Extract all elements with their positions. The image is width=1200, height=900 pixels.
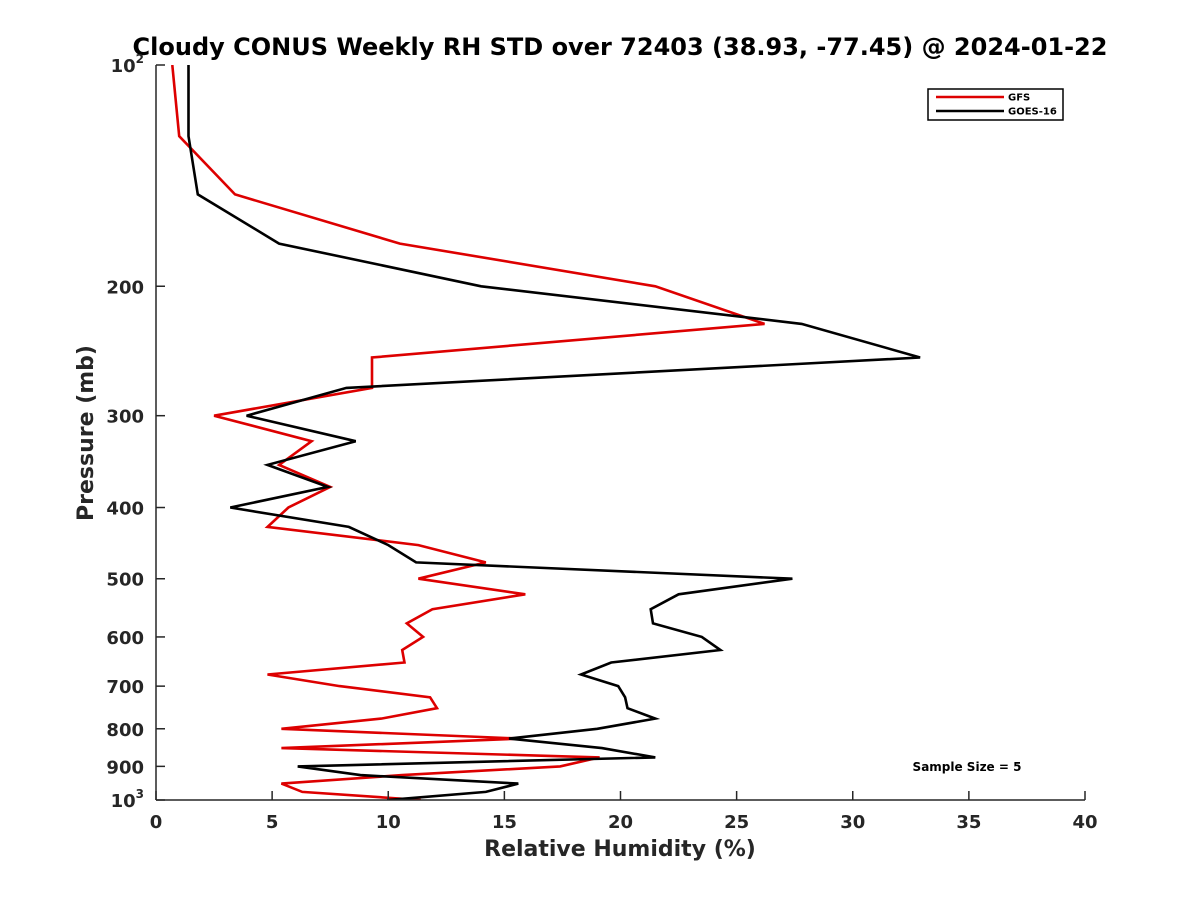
x-tick-label: 5 xyxy=(266,812,279,833)
y-tick-label: 103 xyxy=(111,787,144,812)
y-tick-label: 800 xyxy=(106,720,144,741)
x-tick-label: 40 xyxy=(1072,812,1097,833)
y-tick-label: 200 xyxy=(106,277,144,298)
y-tick-label: 700 xyxy=(106,677,144,698)
legend-label-gfs: GFS xyxy=(1008,93,1030,104)
series-line-gfs xyxy=(171,65,765,800)
y-tick-label: 102 xyxy=(111,52,144,77)
legend: GFS GOES-16 xyxy=(927,88,1064,121)
x-tick-label: 0 xyxy=(150,812,163,833)
legend-label-goes16: GOES-16 xyxy=(1008,107,1057,118)
x-tick-label: 25 xyxy=(724,812,749,833)
x-tick-label: 10 xyxy=(376,812,401,833)
y-axis-ticks: 102 200 300 400 500 600 700 800 900 103 xyxy=(106,52,165,812)
x-axis-ticks: 0 5 10 15 20 25 30 35 40 xyxy=(150,791,1098,833)
plot-area xyxy=(171,65,921,800)
x-tick-label: 30 xyxy=(840,812,865,833)
series-line-goes16 xyxy=(187,65,921,800)
x-tick-label: 20 xyxy=(608,812,633,833)
y-axis-label: Pressure (mb) xyxy=(74,345,99,521)
x-axis-label: Relative Humidity (%) xyxy=(484,837,756,862)
y-tick-label: 600 xyxy=(106,628,144,649)
y-tick-label: 500 xyxy=(106,570,144,591)
legend-box xyxy=(927,88,1064,121)
y-tick-label: 300 xyxy=(106,407,144,428)
x-tick-label: 15 xyxy=(492,812,517,833)
y-tick-label: 400 xyxy=(106,499,144,520)
x-tick-label: 35 xyxy=(956,812,981,833)
y-tick-label: 900 xyxy=(106,757,144,778)
sample-size-annotation: Sample Size = 5 xyxy=(913,760,1022,774)
chart-title: Cloudy CONUS Weekly RH STD over 72403 (3… xyxy=(133,33,1108,61)
